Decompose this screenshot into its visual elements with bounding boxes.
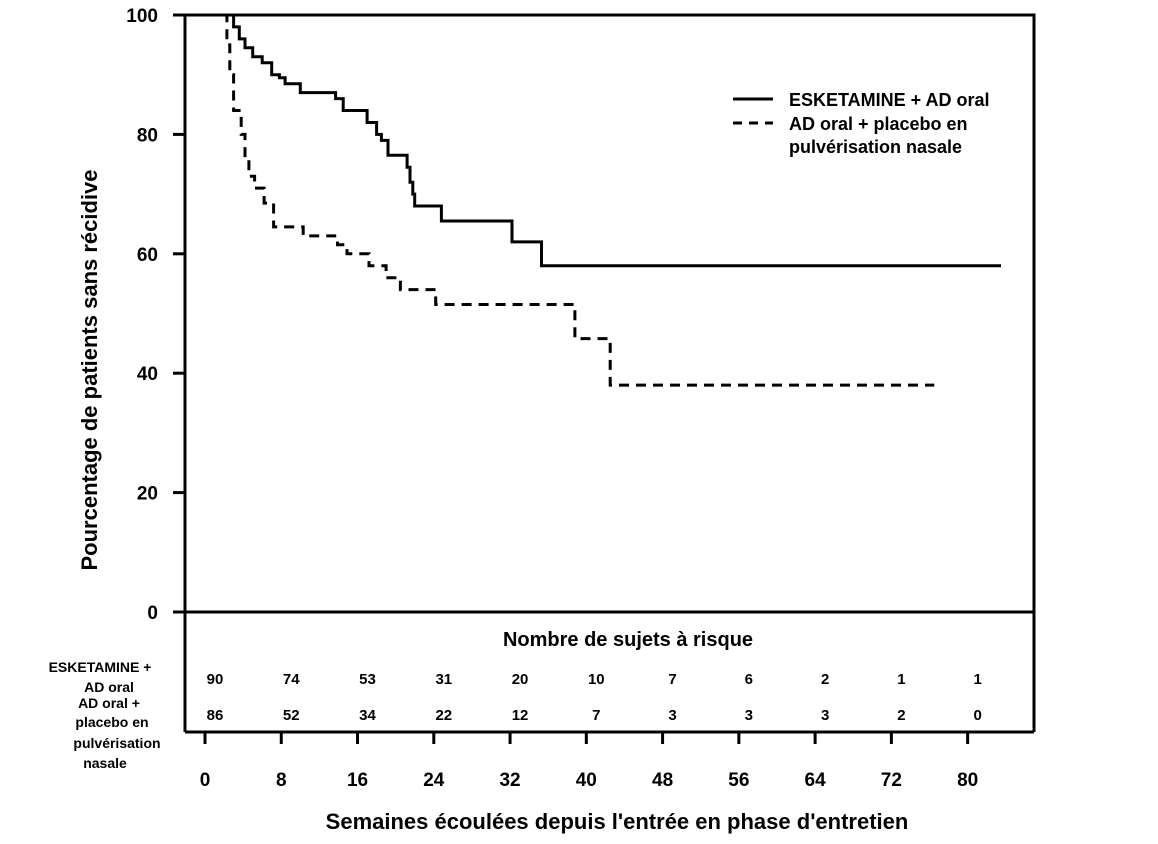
y-tick-label: 60 — [137, 245, 158, 266]
x-tick-label: 48 — [652, 770, 673, 791]
risk-row2-label-line2: placebo en — [75, 714, 148, 730]
risk-count: 7 — [592, 707, 600, 724]
x-tick-label: 72 — [881, 770, 902, 791]
y-axis-label: Pourcentage de patients sans récidive — [77, 169, 102, 570]
x-tick-label: 40 — [576, 770, 597, 791]
y-tick-label: 80 — [137, 125, 158, 146]
risk-count: 22 — [435, 707, 452, 724]
legend-label-placebo-line2: pulvérisation nasale — [789, 137, 962, 157]
risk-count: 52 — [283, 707, 300, 724]
risk-count: 90 — [207, 671, 224, 688]
x-tick-label: 8 — [276, 770, 287, 791]
y-axis-ticks: 0 20 40 60 80 100 — [126, 6, 185, 624]
legend-label-esketamine: ESKETAMINE + AD oral — [789, 90, 990, 110]
x-tick-label: 24 — [423, 770, 445, 791]
risk-count: 7 — [668, 671, 676, 688]
risk-row1-label-line1: ESKETAMINE + — [49, 659, 152, 675]
x-tick-label: 32 — [499, 770, 520, 791]
risk-count: 20 — [512, 671, 529, 688]
risk-count: 3 — [668, 707, 676, 724]
legend: ESKETAMINE + AD oral AD oral + placebo e… — [733, 90, 990, 157]
y-tick-label: 40 — [137, 364, 158, 385]
series-placebo-curve — [224, 13, 935, 387]
risk-count: 1 — [973, 671, 981, 688]
plot-frame — [183, 13, 1036, 614]
risk-table-cells: 90 74 53 31 20 10 7 6 2 1 186 52 34 22 12 7 3 3 3 2 0 — [207, 671, 982, 724]
risk-count: 0 — [973, 707, 981, 724]
risk-row1-label-line2: AD oral — [84, 679, 134, 695]
x-tick-label: 16 — [347, 770, 368, 791]
risk-count: 2 — [821, 671, 829, 688]
x-tick-label: 64 — [805, 770, 827, 791]
risk-row2-label-line4: nasale — [83, 755, 127, 771]
risk-count: 3 — [821, 707, 829, 724]
risk-row2-label-line1: AD oral + — [78, 695, 140, 711]
risk-table-title: Nombre de sujets à risque — [503, 629, 753, 651]
x-axis-ticks: 0 8 16 24 32 40 48 56 64 72 80 — [200, 732, 978, 791]
risk-count: 12 — [512, 707, 529, 724]
survival-curves — [224, 13, 1001, 387]
y-tick-label: 0 — [147, 603, 158, 624]
risk-count: 31 — [435, 671, 452, 688]
y-tick-label: 20 — [137, 484, 158, 505]
risk-count: 34 — [359, 707, 376, 724]
risk-count: 74 — [283, 671, 300, 688]
risk-count: 1 — [897, 671, 905, 688]
x-tick-label: 0 — [200, 770, 211, 791]
x-tick-label: 56 — [728, 770, 749, 791]
y-tick-label: 100 — [126, 6, 158, 27]
risk-count: 53 — [359, 671, 376, 688]
series-esketamine-curve — [228, 13, 1001, 268]
risk-row2-label-line3: pulvérisation — [73, 735, 160, 751]
x-axis-label: Semaines écoulées depuis l'entrée en pha… — [326, 809, 909, 834]
risk-count: 3 — [745, 707, 753, 724]
risk-count: 6 — [745, 671, 753, 688]
risk-count: 2 — [897, 707, 905, 724]
legend-label-placebo-line1: AD oral + placebo en — [789, 114, 968, 134]
x-tick-label: 80 — [957, 770, 978, 791]
risk-count: 10 — [588, 671, 605, 688]
risk-count: 86 — [207, 707, 224, 724]
